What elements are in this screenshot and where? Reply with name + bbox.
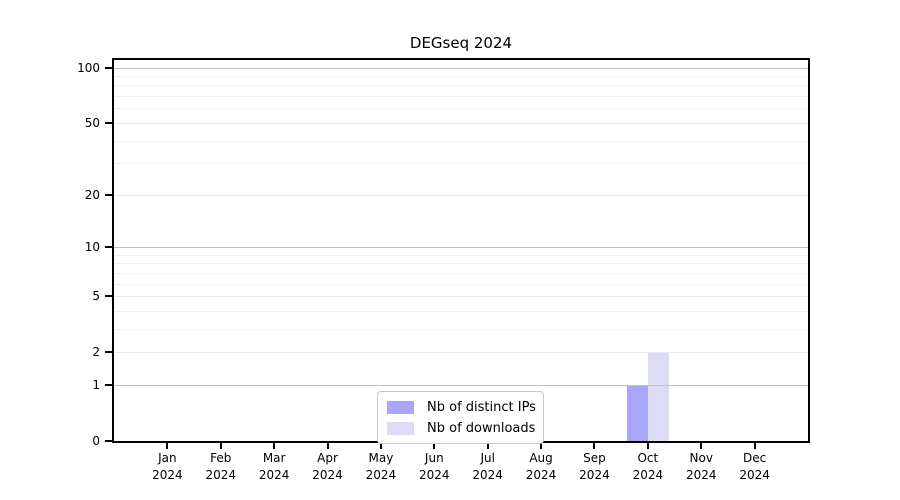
x-axis-tick-label: Jul 2024 [456,450,520,484]
legend-row: Nb of downloads [387,420,536,436]
x-axis-tick-mark [433,443,436,449]
y-axis-tick-label: 0 [92,434,100,448]
gridline-5 [114,296,808,298]
y-axis-tick-label: 10 [84,240,100,254]
y-axis-tick-label: 100 [77,60,100,75]
y-axis-tick-label: 5 [92,289,100,304]
x-tick-month: Apr [317,451,338,465]
x-axis-tick-mark [646,443,649,449]
legend-label-distinct-ips: Nb of distinct IPs [427,399,536,415]
y-axis-tick-mark [105,121,112,124]
x-axis-tick-label: Jun 2024 [402,450,466,484]
gridline-minor-90 [114,76,808,78]
x-axis-tick-mark [540,443,543,449]
y-axis-tick-mark [105,351,112,354]
gridline-minor-30 [114,163,808,165]
x-axis-tick-mark [219,443,222,449]
x-tick-year: 2024 [205,468,237,482]
x-axis-tick-mark [273,443,276,449]
y-axis-tick-mark [105,66,112,69]
x-axis-tick-label: Jan 2024 [135,450,199,484]
x-tick-month: Jul [480,451,495,465]
gridline-100 [114,67,808,69]
x-tick-year: 2024 [685,468,717,482]
y-axis-tick-mark [105,440,112,442]
gridline-20 [114,194,808,196]
y-axis-tick-mark [105,295,112,298]
gridline-1 [114,384,808,386]
y-axis-tick-label: 2 [92,345,100,360]
bar-downloads-oct [647,352,669,441]
x-tick-month: Jan [158,451,177,465]
x-tick-year: 2024 [632,468,664,482]
gridline-minor-3 [114,328,808,330]
y-axis-tick-label: 20 [84,187,100,202]
gridline-minor-9 [114,254,808,256]
plot-area [112,58,810,443]
gridline-minor-6 [114,283,808,285]
x-axis-tick-mark [486,443,489,449]
x-tick-month: Feb [210,451,232,465]
x-tick-year: 2024 [152,468,183,482]
x-tick-month: Mar [262,451,286,465]
x-tick-month: Sep [583,451,606,465]
x-tick-month: Jun [424,451,444,465]
gridline-50 [114,122,808,124]
chart-title: DEGseq 2024 [409,34,513,52]
y-axis-tick-mark [105,246,112,248]
x-tick-year: 2024 [472,468,503,482]
legend-row: Nb of distinct IPs [387,399,536,415]
x-axis-tick-mark [593,443,596,449]
x-axis-tick-label: Sep 2024 [562,450,626,484]
x-tick-month: Oct [637,451,659,465]
x-tick-year: 2024 [258,468,290,482]
bar-distinct-ips-oct [626,384,648,441]
gridline-minor-80 [114,85,808,87]
gridline-minor-4 [114,310,808,312]
y-axis-tick-label: 1 [92,377,100,392]
x-tick-month: Dec [742,451,767,465]
x-tick-year: 2024 [525,468,557,482]
gridline-minor-7 [114,272,808,274]
x-axis-tick-mark [700,443,703,449]
gridline-minor-60 [114,108,808,110]
gridline-minor-70 [114,96,808,98]
y-axis-tick-mark [105,193,112,196]
legend: Nb of distinct IPs Nb of downloads [377,391,544,444]
x-axis-tick-label: May 2024 [349,450,413,484]
gridline-minor-8 [114,263,808,265]
gridline-2 [114,352,808,354]
x-tick-year: 2024 [419,468,450,482]
x-tick-year: 2024 [365,468,397,482]
x-tick-month: Nov [689,451,713,465]
gridline-minor-40 [114,140,808,142]
x-axis-tick-label: Nov 2024 [669,450,733,484]
gridline-10 [114,247,808,248]
x-axis-tick-label: Dec 2024 [723,450,787,484]
x-tick-month: May [368,451,394,465]
x-tick-year: 2024 [312,468,343,482]
x-axis-tick-mark [326,443,329,449]
legend-swatch-downloads [387,421,414,435]
x-axis-tick-mark [753,443,756,449]
x-axis-tick-label: Apr 2024 [296,450,360,484]
x-tick-year: 2024 [579,468,610,482]
x-axis-tick-label: Mar 2024 [242,450,306,484]
y-axis-tick-mark [105,383,112,386]
x-axis-tick-label: Oct 2024 [616,450,680,484]
x-axis-tick-label: Feb 2024 [189,450,253,484]
x-tick-year: 2024 [739,468,770,482]
x-tick-month: Aug [529,451,553,465]
y-axis-tick-label: 50 [84,115,100,130]
x-axis-tick-mark [166,443,169,449]
legend-swatch-distinct-ips [387,400,414,414]
x-axis-tick-label: Aug 2024 [509,450,573,484]
x-axis-tick-mark [379,443,382,449]
legend-label-downloads: Nb of downloads [427,420,536,436]
